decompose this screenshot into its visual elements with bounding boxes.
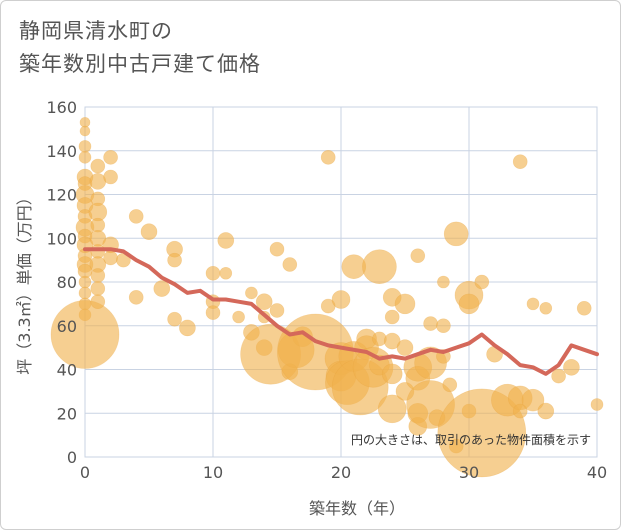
y-tick-label: 20 (57, 404, 77, 423)
x-tick-label: 10 (203, 463, 223, 482)
bubble-point (521, 388, 545, 412)
bubble-point (396, 339, 414, 356)
bubble-point (423, 316, 438, 331)
y-tick-label: 60 (57, 317, 77, 336)
bubble-point (331, 290, 351, 309)
bubble-point (128, 290, 144, 305)
bubble-point (362, 249, 397, 284)
y-tick-label: 140 (46, 142, 77, 161)
x-tick-labels: 0 10 20 30 40 (80, 463, 607, 482)
bubble-point (437, 275, 450, 289)
x-tick-label: 30 (459, 463, 479, 482)
chart-title-line2: 築年数別中古戸建て価格 (19, 52, 261, 76)
bubble-point (410, 248, 426, 264)
bubble-point (269, 303, 285, 318)
bubble-point (384, 309, 400, 325)
bubble-point (320, 150, 336, 165)
y-tick-label: 40 (57, 361, 77, 380)
y-axis-label: 坪（3.3㎡）単価（万円） (15, 189, 34, 374)
bubble-point (526, 297, 540, 311)
bubble-layer (50, 117, 604, 478)
median-line-layer (83, 247, 599, 376)
bubble-point (90, 281, 106, 296)
bubble-point (167, 311, 182, 327)
bubble-point (103, 150, 118, 165)
bubble-point (78, 140, 92, 153)
bubble-point (103, 250, 118, 266)
bubble-point (269, 241, 285, 257)
bubble-point (179, 319, 196, 337)
x-tick-label: 0 (80, 463, 90, 482)
y-tick-label: 100 (46, 229, 77, 248)
bubble-point (232, 310, 245, 324)
median-price-line (83, 247, 599, 376)
bubble-point (153, 280, 171, 297)
bubble-point (219, 266, 233, 280)
bubble-point (79, 125, 91, 137)
y-tick-labels: 0 20 40 60 80 100 120 140 160 (46, 98, 77, 467)
bubble-point (217, 232, 235, 249)
bubble-point (512, 154, 528, 169)
bubble-point (50, 300, 120, 369)
bubble-point (539, 301, 553, 315)
bubble-point (537, 402, 555, 420)
y-tick-label: 160 (46, 98, 77, 117)
bubble-point (78, 151, 92, 164)
size-annotation: 円の大きさは、取引のあった物件面積を示す (351, 432, 591, 447)
x-tick-label: 20 (331, 463, 351, 482)
bubble-point (282, 257, 298, 272)
bubble-point (78, 286, 92, 300)
bubble-point (383, 332, 401, 350)
y-tick-label: 120 (46, 186, 77, 205)
bubble-point (381, 363, 403, 385)
bubble-point (442, 377, 458, 393)
x-axis-label: 築年数（年） (309, 499, 405, 518)
bubble-point (205, 305, 221, 320)
bubble-point (128, 209, 144, 224)
bubble-point (167, 252, 182, 268)
bubble-point (255, 293, 273, 310)
bubble-point (590, 398, 604, 411)
bubble-point (563, 359, 580, 376)
bubble-point (551, 368, 566, 384)
bubble-point (576, 300, 592, 316)
chart-title: 静岡県清水町の 築年数別中古戸建て価格 (19, 15, 261, 81)
chart-title-line1: 静岡県清水町の (19, 19, 173, 43)
bubble-point (90, 268, 106, 283)
bubble-point (474, 274, 490, 290)
bubble-point (377, 394, 407, 424)
x-tick-label: 40 (587, 463, 607, 482)
bubble-point (205, 265, 221, 281)
bubble-point (89, 173, 107, 190)
y-tick-label: 80 (57, 273, 77, 292)
bubble-point (78, 275, 92, 289)
y-tick-label: 0 (67, 448, 77, 467)
bubble-point (443, 221, 469, 247)
bubble-point (103, 169, 118, 185)
bubble-point (90, 158, 106, 174)
bubble-point (245, 286, 258, 300)
bubble-point (458, 293, 480, 315)
bubble-point (512, 403, 528, 419)
bubble-point (394, 293, 416, 315)
bubble-point (436, 318, 451, 334)
bubble-point (140, 223, 158, 240)
bubble-point (90, 294, 106, 309)
